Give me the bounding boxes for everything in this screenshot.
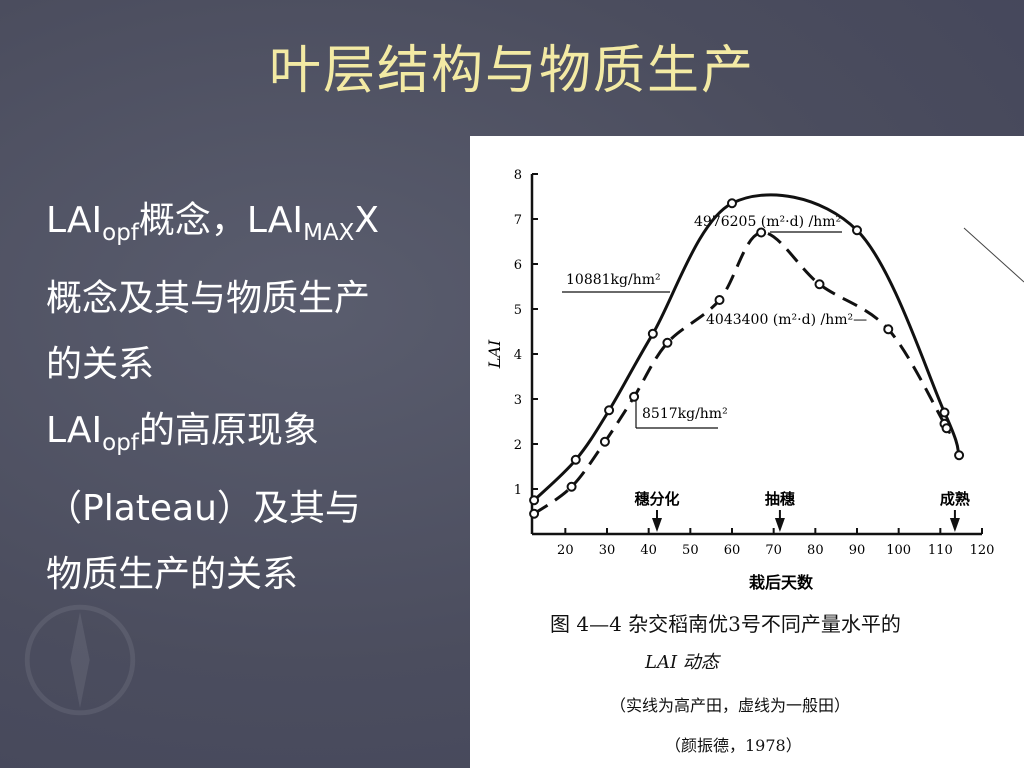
- x-tick-label: 80: [807, 543, 824, 558]
- bullet-line-1: LAIopf概念，LAIMAXX: [46, 188, 456, 266]
- dashed-series-point: [756, 227, 767, 238]
- stage-marker-arrow-icon: [949, 518, 960, 532]
- y-tick-label: 1: [514, 483, 522, 498]
- bullet-text: LAI: [46, 410, 103, 452]
- compass-watermark-icon: [24, 604, 136, 716]
- y-axis-title: LAI: [485, 339, 504, 369]
- annotation-solid-yield: 10881kg/hm²: [566, 272, 661, 288]
- dashed-series-point: [814, 279, 825, 290]
- solid-series-point: [647, 328, 658, 339]
- dashed-series-point: [662, 337, 673, 348]
- figure-caption-note: （实线为高产田，虚线为一般田）: [610, 696, 851, 715]
- subscript: opf: [102, 220, 139, 247]
- dashed-series-point: [941, 423, 952, 434]
- solid-series-point: [852, 225, 862, 236]
- y-tick-label: 2: [514, 438, 522, 453]
- dashed-series-line: [533, 230, 951, 516]
- figure-caption-subtitle: LAI 动态: [645, 652, 719, 673]
- bullet-list: LAIopf概念，LAIMAXX 概念及其与物质生产 的关系 LAIopf的高原…: [46, 188, 456, 608]
- edge-scratch-mark: [963, 227, 1024, 283]
- y-tick-label: 4: [514, 348, 522, 363]
- subscript: opf: [102, 430, 139, 457]
- stage-marker-arrow-icon: [774, 518, 785, 532]
- bullet-text: LAI: [46, 200, 103, 241]
- solid-series-point: [939, 407, 950, 418]
- y-tick-label: 7: [514, 213, 522, 228]
- y-tick-label: 6: [514, 258, 522, 273]
- annotation-dashed-area: 4043400 (m²·d) /hm²—: [706, 312, 867, 328]
- stage-marker-arrow-icon: [652, 518, 662, 532]
- x-tick-label: 30: [599, 543, 616, 558]
- y-tick-label: 3: [514, 393, 522, 408]
- bullet-text: X: [354, 200, 380, 241]
- bullet-text: 的高原现象: [138, 410, 319, 452]
- solid-series-point: [529, 495, 540, 506]
- y-tick-label: 5: [514, 303, 522, 318]
- solid-series-point: [727, 198, 737, 209]
- figure-panel: LAI 栽后天数 4976205 (m²·d) /hm² 10881kg/hm²…: [470, 136, 1024, 768]
- x-tick-label: 50: [682, 543, 699, 558]
- slide-title: 叶层结构与物质生产: [268, 41, 755, 101]
- bullet-line-5: （Plateau）及其与: [46, 488, 361, 530]
- x-tick-label: 90: [849, 543, 866, 558]
- solid-series-line: [533, 193, 961, 502]
- x-axis-title: 栽后天数: [749, 573, 814, 592]
- bullet-line-2: 概念及其与物质生产: [46, 278, 371, 320]
- bullet-line-4: LAIopf的高原现象: [46, 398, 456, 476]
- subscript: MAX: [303, 220, 355, 247]
- bullet-text: 概念，LAI: [138, 200, 304, 241]
- bullet-line-3: 的关系: [46, 344, 155, 386]
- dashed-series-point: [714, 295, 725, 305]
- x-tick-label: 20: [557, 543, 574, 558]
- stage-marker-label: 成熟: [940, 490, 970, 508]
- x-tick-label: 110: [928, 543, 953, 558]
- x-tick-label: 100: [886, 543, 911, 558]
- x-tick-label: 70: [765, 543, 782, 558]
- dashed-series-point: [599, 436, 610, 447]
- stage-marker-label: 抽穗: [765, 490, 795, 508]
- lai-chart: LAI 栽后天数 4976205 (m²·d) /hm² 10881kg/hm²…: [485, 168, 1024, 592]
- annotation-dashed-yield: 8517kg/hm²: [642, 406, 728, 422]
- solid-series-point: [954, 450, 965, 461]
- solid-series-point: [604, 405, 615, 416]
- dashed-series-point: [629, 391, 640, 402]
- dashed-series-point: [566, 481, 577, 492]
- x-tick-label: 60: [724, 543, 741, 558]
- bullet-line-6: 物质生产的关系: [46, 554, 299, 596]
- solid-series-point: [570, 454, 581, 465]
- dashed-series-point: [883, 324, 894, 335]
- stage-marker-label: 穗分化: [634, 490, 679, 508]
- x-tick-label: 120: [970, 543, 995, 558]
- dashed-series-point: [529, 508, 540, 519]
- annotation-solid-area: 4976205 (m²·d) /hm²: [694, 214, 841, 230]
- x-tick-label: 40: [640, 543, 657, 558]
- figure-caption-source: （颜振德，1978）: [665, 736, 802, 755]
- y-tick-label: 8: [514, 168, 522, 183]
- figure-caption-title: 图 4—4 杂交稻南优3号不同产量水平的: [550, 612, 901, 636]
